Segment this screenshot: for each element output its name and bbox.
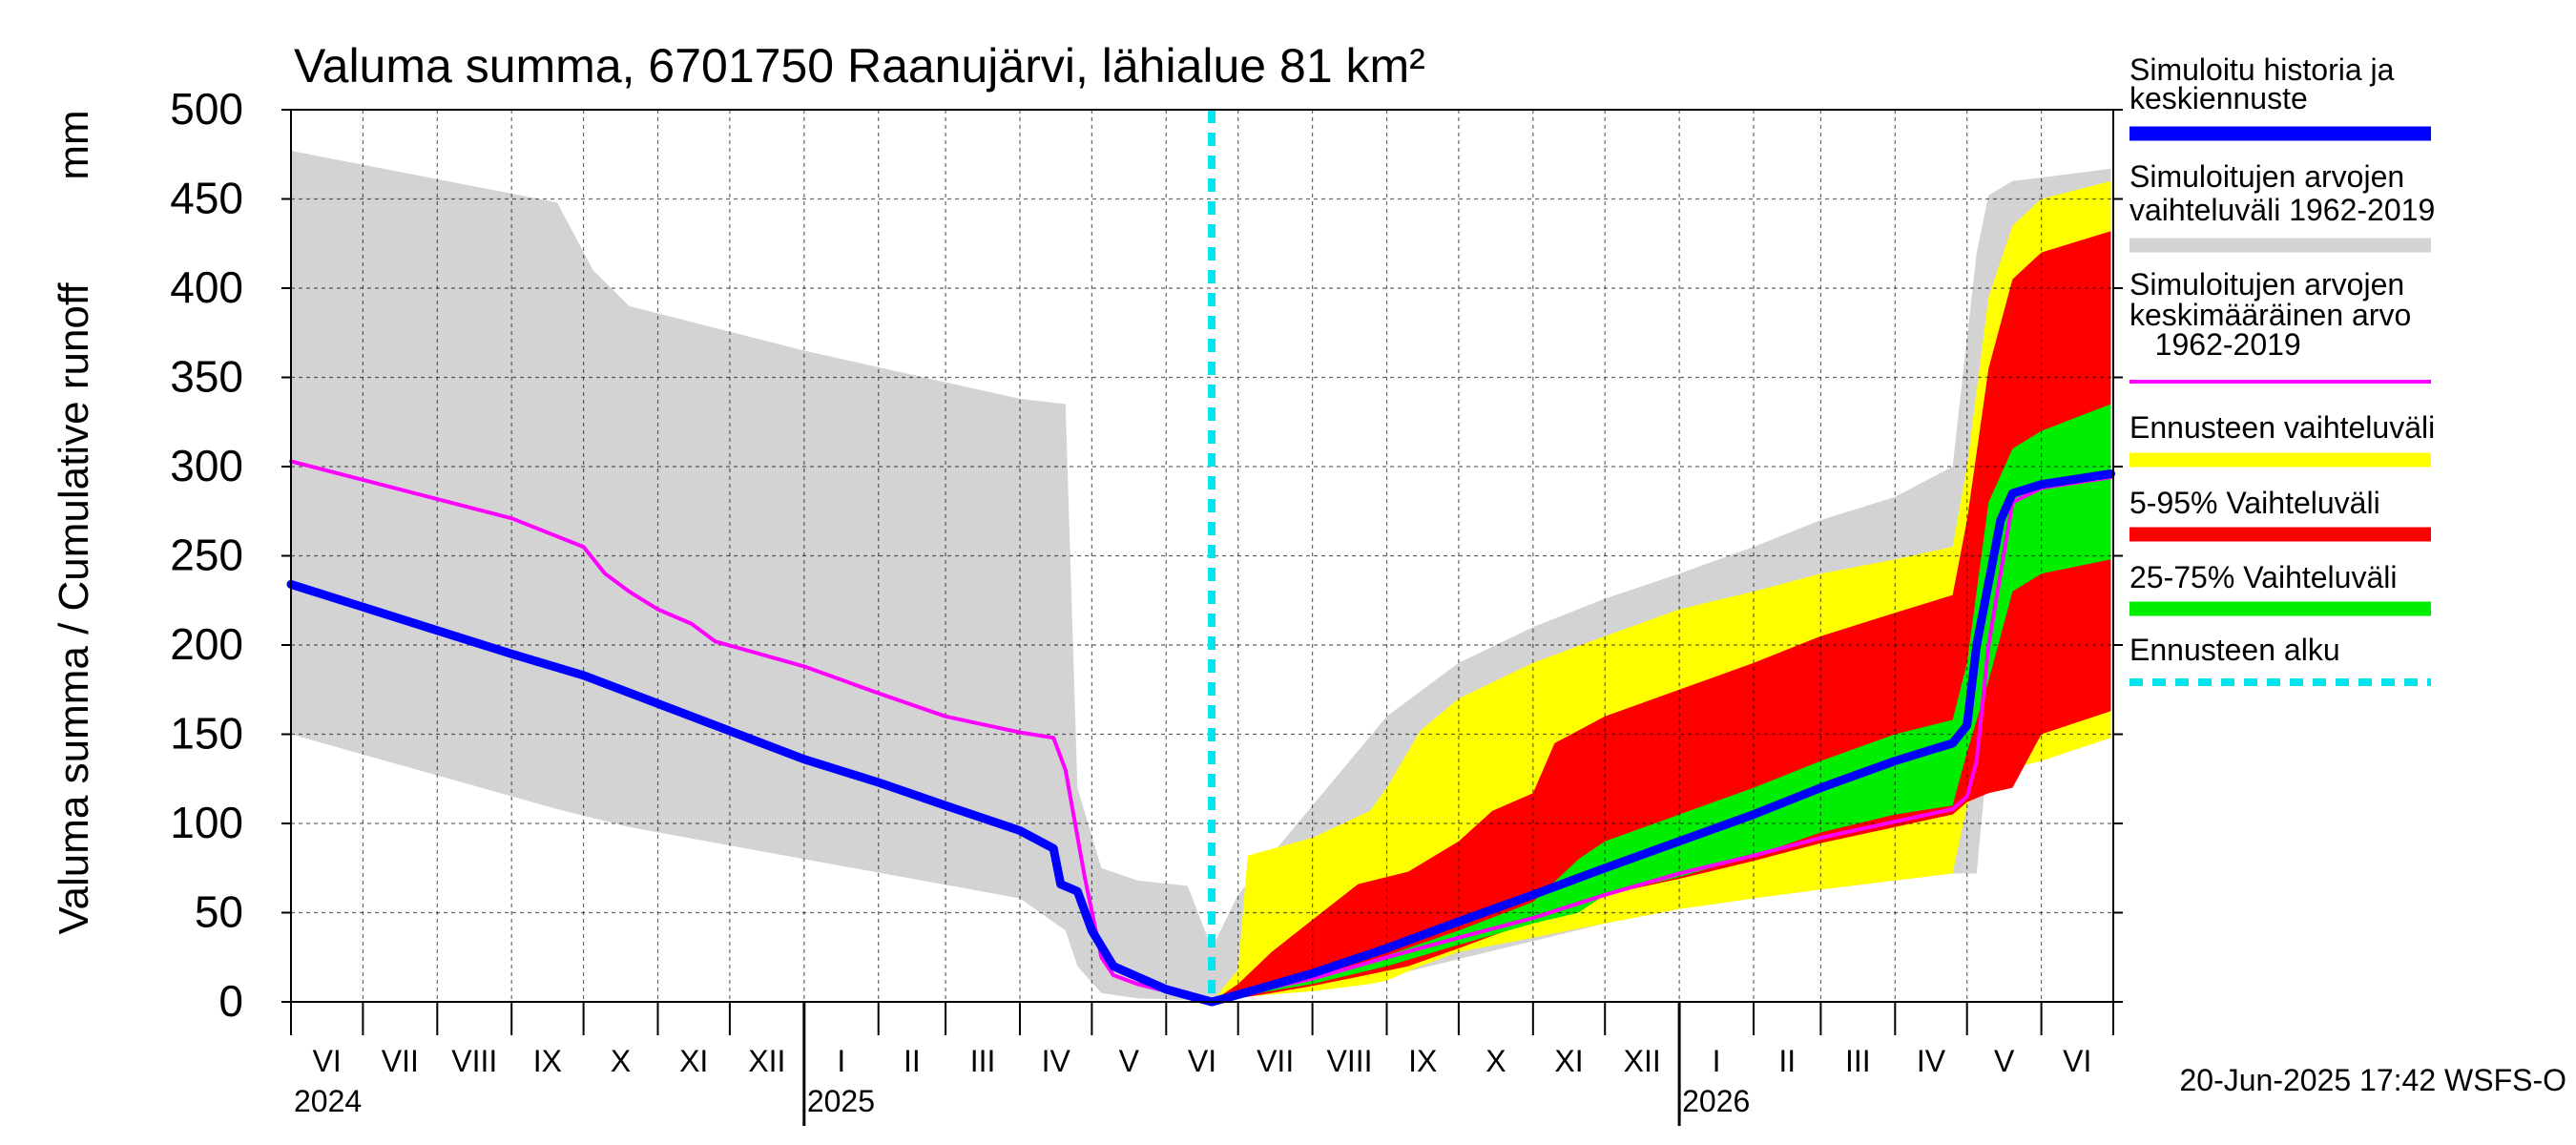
x-month-label: VI [313, 1044, 342, 1078]
y-tick-label: 0 [218, 976, 243, 1026]
x-year-label: 2025 [807, 1084, 875, 1118]
y-tick-label: 500 [170, 84, 243, 134]
y-axis-label: Valuma summa / Cumulative runoff [51, 282, 97, 935]
x-month-label: XII [1624, 1044, 1661, 1078]
legend-label: 25-75% Vaihteluväli [2129, 560, 2397, 594]
plot-area [286, 109, 2115, 1007]
y-tick-label: 100 [170, 798, 243, 847]
legend-label: Simuloitu historia ja [2129, 52, 2395, 87]
series-line-simulated-forecast [286, 469, 2115, 1007]
series-lines [286, 459, 2115, 1007]
legend-label: vaihteluväli 1962-2019 [2129, 193, 2435, 227]
x-month-label: IV [1042, 1044, 1071, 1078]
y-tick-label: 200 [170, 619, 243, 669]
y-axis: 0 50 100 150 200 250 300 350 400 450 500 [170, 84, 2123, 1026]
timestamp-footer: 20-Jun-2025 17:42 WSFS-O [2179, 1063, 2566, 1097]
legend-label: 1962-2019 [2129, 327, 2301, 362]
x-month-label: V [1119, 1044, 1140, 1078]
y-tick-label: 50 [195, 887, 243, 937]
legend-label: Ennusteen vaihteluväli [2129, 410, 2435, 445]
x-year-label: 2024 [294, 1084, 362, 1118]
x-month-label: VI [1188, 1044, 1216, 1078]
x-month-label: I [837, 1044, 845, 1078]
y-tick-label: 450 [170, 174, 243, 223]
legend-label: Simuloitujen arvojen [2129, 159, 2404, 194]
x-axis: VI VII VIII IX X XI XII I II III IV V VI VII VIII IX X XI… [290, 1002, 2114, 1126]
y-tick-label: 300 [170, 441, 243, 490]
legend-label: 5-95% Vaihteluväli [2129, 486, 2380, 520]
chart-title: Valuma summa, 6701750 Raanujärvi, lähial… [294, 39, 1425, 93]
x-month-label: IV [1917, 1044, 1946, 1078]
x-month-label: X [611, 1044, 631, 1078]
x-month-label: XI [1554, 1044, 1583, 1078]
y-tick-label: 250 [170, 531, 243, 580]
legend-label: keskiennuste [2129, 81, 2308, 115]
x-month-label: VII [382, 1044, 419, 1078]
x-month-label: VIII [1327, 1044, 1373, 1078]
x-month-label: III [970, 1044, 996, 1078]
x-month-label: VII [1257, 1044, 1294, 1078]
x-year-label: 2026 [1682, 1084, 1750, 1118]
y-axis-unit: mm [51, 110, 97, 179]
x-month-label: IX [533, 1044, 562, 1078]
x-month-label: II [1778, 1044, 1796, 1078]
y-tick-label: 350 [170, 352, 243, 402]
band-25-75-vaihteluv-li [1212, 404, 2111, 1002]
x-month-label: III [1845, 1044, 1871, 1078]
x-month-label: XII [748, 1044, 785, 1078]
x-month-label: IX [1408, 1044, 1437, 1078]
x-month-label: II [904, 1044, 921, 1078]
x-month-label: X [1485, 1044, 1506, 1078]
band-layer [291, 151, 2111, 1003]
y-tick-label: 150 [170, 709, 243, 759]
x-month-label: V [1994, 1044, 2015, 1078]
x-month-label: XI [679, 1044, 708, 1078]
legend-label: keskimääräinen arvo [2129, 298, 2411, 332]
x-month-label: VIII [451, 1044, 497, 1078]
grid-lines [291, 110, 2113, 1002]
x-month-label: VI [2063, 1044, 2091, 1078]
legend-label: Ennusteen alku [2129, 633, 2340, 667]
x-month-label: I [1713, 1044, 1721, 1078]
legend-label: Simuloitujen arvojen [2129, 267, 2404, 302]
y-tick-label: 400 [170, 262, 243, 312]
